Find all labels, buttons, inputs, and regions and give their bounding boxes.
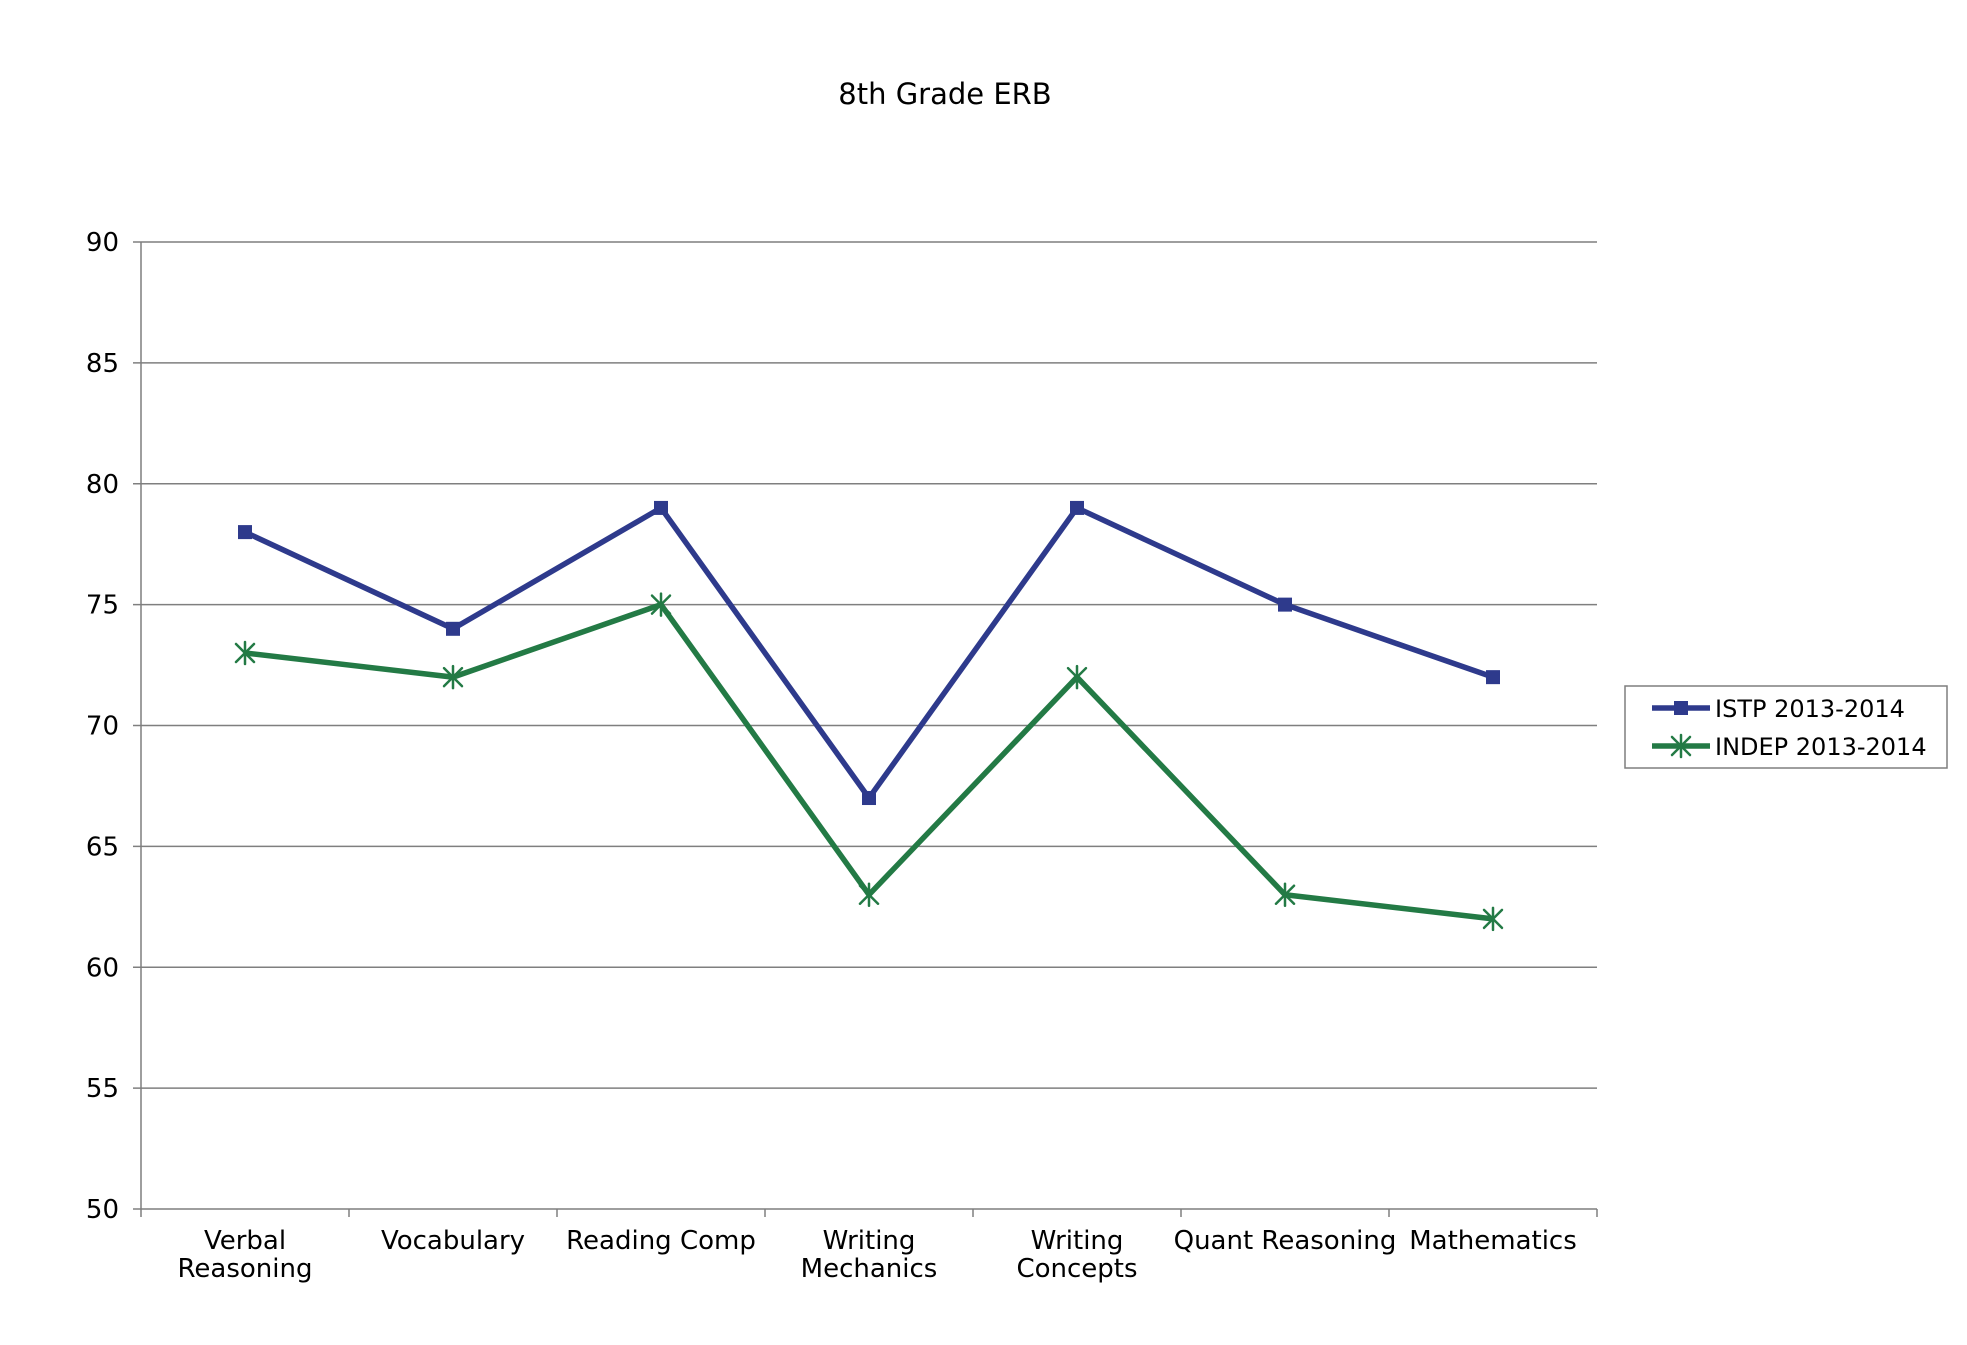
data-point [446,621,460,636]
y-tick-label: 70 [86,712,119,742]
y-tick-label: 60 [86,953,119,983]
x-tick-label: Verbal Reasoning [178,1226,313,1284]
data-point [650,592,672,617]
x-tick-label: Vocabulary [381,1226,525,1256]
data-point [858,882,880,907]
legend-swatch-marker [1670,733,1692,759]
series-line-2 [244,601,1494,922]
x-tick-label: Writing Concepts [1016,1226,1137,1284]
x-tick-label-line: Reading Comp [566,1226,756,1256]
y-tick-label: 65 [86,832,119,862]
data-point [654,500,668,515]
y-tick-label: 75 [86,591,119,621]
data-point [1486,670,1500,685]
x-tick-label: Mathematics [1409,1226,1577,1256]
data-point [1278,597,1292,612]
x-axis-ticks: Verbal Reasoning Vocabulary Reading Comp Wri… [178,1226,1577,1284]
x-tick-label-line: Vocabulary [381,1226,525,1256]
data-point [1066,664,1088,690]
axes [133,241,1598,1217]
series-group [234,500,1504,932]
y-tick-label: 50 [86,1195,119,1225]
data-point [442,664,464,690]
series-line-1 [243,504,1494,803]
y-tick-label: 85 [86,349,119,379]
data-point [1482,906,1504,932]
x-tick-label-line: Verbal [204,1226,286,1256]
x-tick-label-line: Concepts [1016,1254,1137,1284]
x-tick-label: Reading Comp [566,1226,756,1256]
chart-title: 8th Grade ERB [838,77,1051,111]
y-axis-ticks: 50 55 60 65 70 75 80 85 90 [86,228,119,1225]
data-point [238,525,252,540]
data-point [234,640,256,666]
y-tick-label: 55 [86,1074,119,1104]
x-tick-label-line: Mathematics [1409,1226,1577,1256]
x-tick-label-line: Writing [1031,1226,1124,1256]
x-tick-label-line: Mechanics [801,1254,938,1284]
legend-box [1624,685,1948,769]
y-tick-label: 80 [86,470,119,500]
legend: ISTP 2013-2014 INDEP 2013-2014 [1624,685,1948,769]
legend-label: ISTP 2013-2014 [1715,695,1905,723]
gridlines [141,241,1597,1089]
data-point [862,791,876,806]
x-tick-label: Writing Mechanics [801,1226,938,1284]
data-point [1070,500,1084,515]
x-tick-label: Quant Reasoning [1174,1226,1397,1256]
legend-swatch-marker [1674,701,1688,715]
x-tick-label-line: Writing [823,1226,916,1256]
legend-label: INDEP 2013-2014 [1715,733,1927,761]
y-tick-label: 90 [86,228,119,258]
data-point [1274,882,1296,907]
x-tick-label-line: Quant Reasoning [1174,1226,1397,1256]
x-tick-label-line: Reasoning [178,1254,313,1284]
